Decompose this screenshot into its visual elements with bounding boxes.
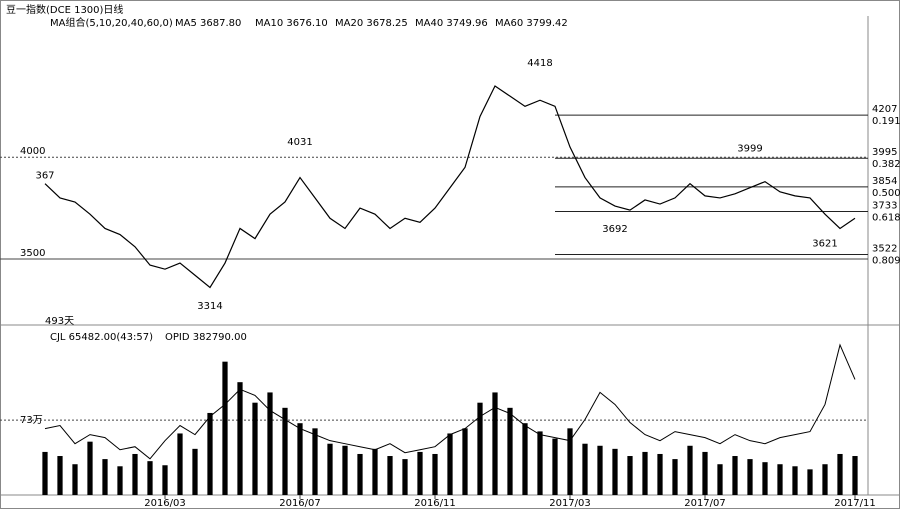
fib-ratio: 0.191 [872,116,900,127]
volume-bar [747,459,753,495]
volume-bar [102,459,108,495]
fib-ratio: 0.382 [872,159,900,170]
oi-line [44,343,856,460]
volume-bar [597,445,603,495]
x-tick-label: 2016/03 [144,498,186,509]
chart-title: 豆一指数(DCE 1300)日线 [6,3,123,16]
fib-value: 3995 [872,147,897,158]
volume-bar [222,361,228,495]
y-tick-label: 3500 [20,248,45,259]
volume-bar [237,382,243,495]
volume-bar [672,459,678,495]
volume-bar [762,462,768,495]
volume-bar [297,423,303,495]
volume-bar [72,464,78,495]
volume-bar [807,469,813,495]
volume-bar [42,451,48,495]
volume-bar [552,438,558,495]
volume-bar [852,456,858,495]
legend-entry: MA40 3749.96 [415,18,488,29]
volume-bar [117,466,123,495]
x-tick-label: 2017/03 [549,498,591,509]
volume-bar [732,456,738,495]
volume-bar [162,465,168,495]
volume-bar [267,392,273,495]
volume-bar [387,456,393,495]
fib-ratio: 0.500 [872,188,900,199]
volume-bar [507,407,513,495]
annotation: 3621 [812,238,837,249]
volume-bar [327,443,333,495]
volume-bar [477,402,483,495]
fib-value: 3854 [872,176,897,187]
volume-bar [657,453,663,495]
legend-entry: OPID 382790.00 [165,332,247,343]
volume-bar [837,453,843,495]
volume-bar [252,402,258,495]
y-tick-label: 73万 [20,415,43,426]
legend-entry: MA10 3676.10 [255,18,328,29]
volume-bar [627,456,633,495]
annotation: 3314 [197,301,222,312]
volume-bar [792,466,798,495]
fib-value: 3522 [872,243,897,254]
volume-bar [522,423,528,495]
indicator: MA组合(5,10,20,40,60,0) [50,16,173,29]
volume-bar [567,428,573,495]
annotation: 367 [35,170,54,181]
volume-bar [342,445,348,495]
legend-entry: MA5 3687.80 [175,18,241,29]
volume-bar [417,451,423,495]
volume-bar [147,461,153,495]
volume-bar [177,433,183,495]
x-tick-label: 2016/11 [414,498,456,509]
annotation: 4031 [287,137,312,148]
legend-entry: MA60 3799.42 [495,18,568,29]
volume-bar [492,392,498,495]
fib-value: 4207 [872,104,897,115]
volume-bar [777,464,783,495]
volume-bar [822,464,828,495]
price-line [44,85,856,289]
volume-bar [717,464,723,495]
x-tick-label: 2017/07 [684,498,726,509]
volume-bar [372,448,378,495]
fib-ratio: 0.809 [872,255,900,266]
x-tick-label: 2017/11 [834,498,876,509]
volume-bar [132,453,138,495]
volume-bar [702,451,708,495]
volume-bar [57,456,63,495]
volume-bar [87,441,93,495]
volume-bar [357,453,363,495]
annotation: 4418 [527,58,552,69]
volume-bar [537,431,543,495]
volume-bar [207,412,213,495]
legend-entry: CJL 65482.00(43:57) [50,332,153,343]
volume-bar [402,459,408,495]
volume-bar [282,407,288,495]
annotation: 3999 [737,143,762,154]
volume-bar [582,443,588,495]
y-tick-label: 4000 [20,146,45,157]
volume-bar [642,451,648,495]
fib-ratio: 0.618 [872,213,900,224]
volume-bar [312,428,318,495]
x-tick-label: 2016/07 [279,498,321,509]
note: 493天 [45,316,74,327]
legend-entry: MA20 3678.25 [335,18,408,29]
annotation: 3692 [602,224,627,235]
volume-bar [192,448,198,495]
volume-bar [687,445,693,495]
fib-value: 3733 [872,201,897,212]
volume-bar [462,428,468,495]
volume-bar [432,453,438,495]
volume-bar [447,433,453,495]
volume-bar [612,448,618,495]
